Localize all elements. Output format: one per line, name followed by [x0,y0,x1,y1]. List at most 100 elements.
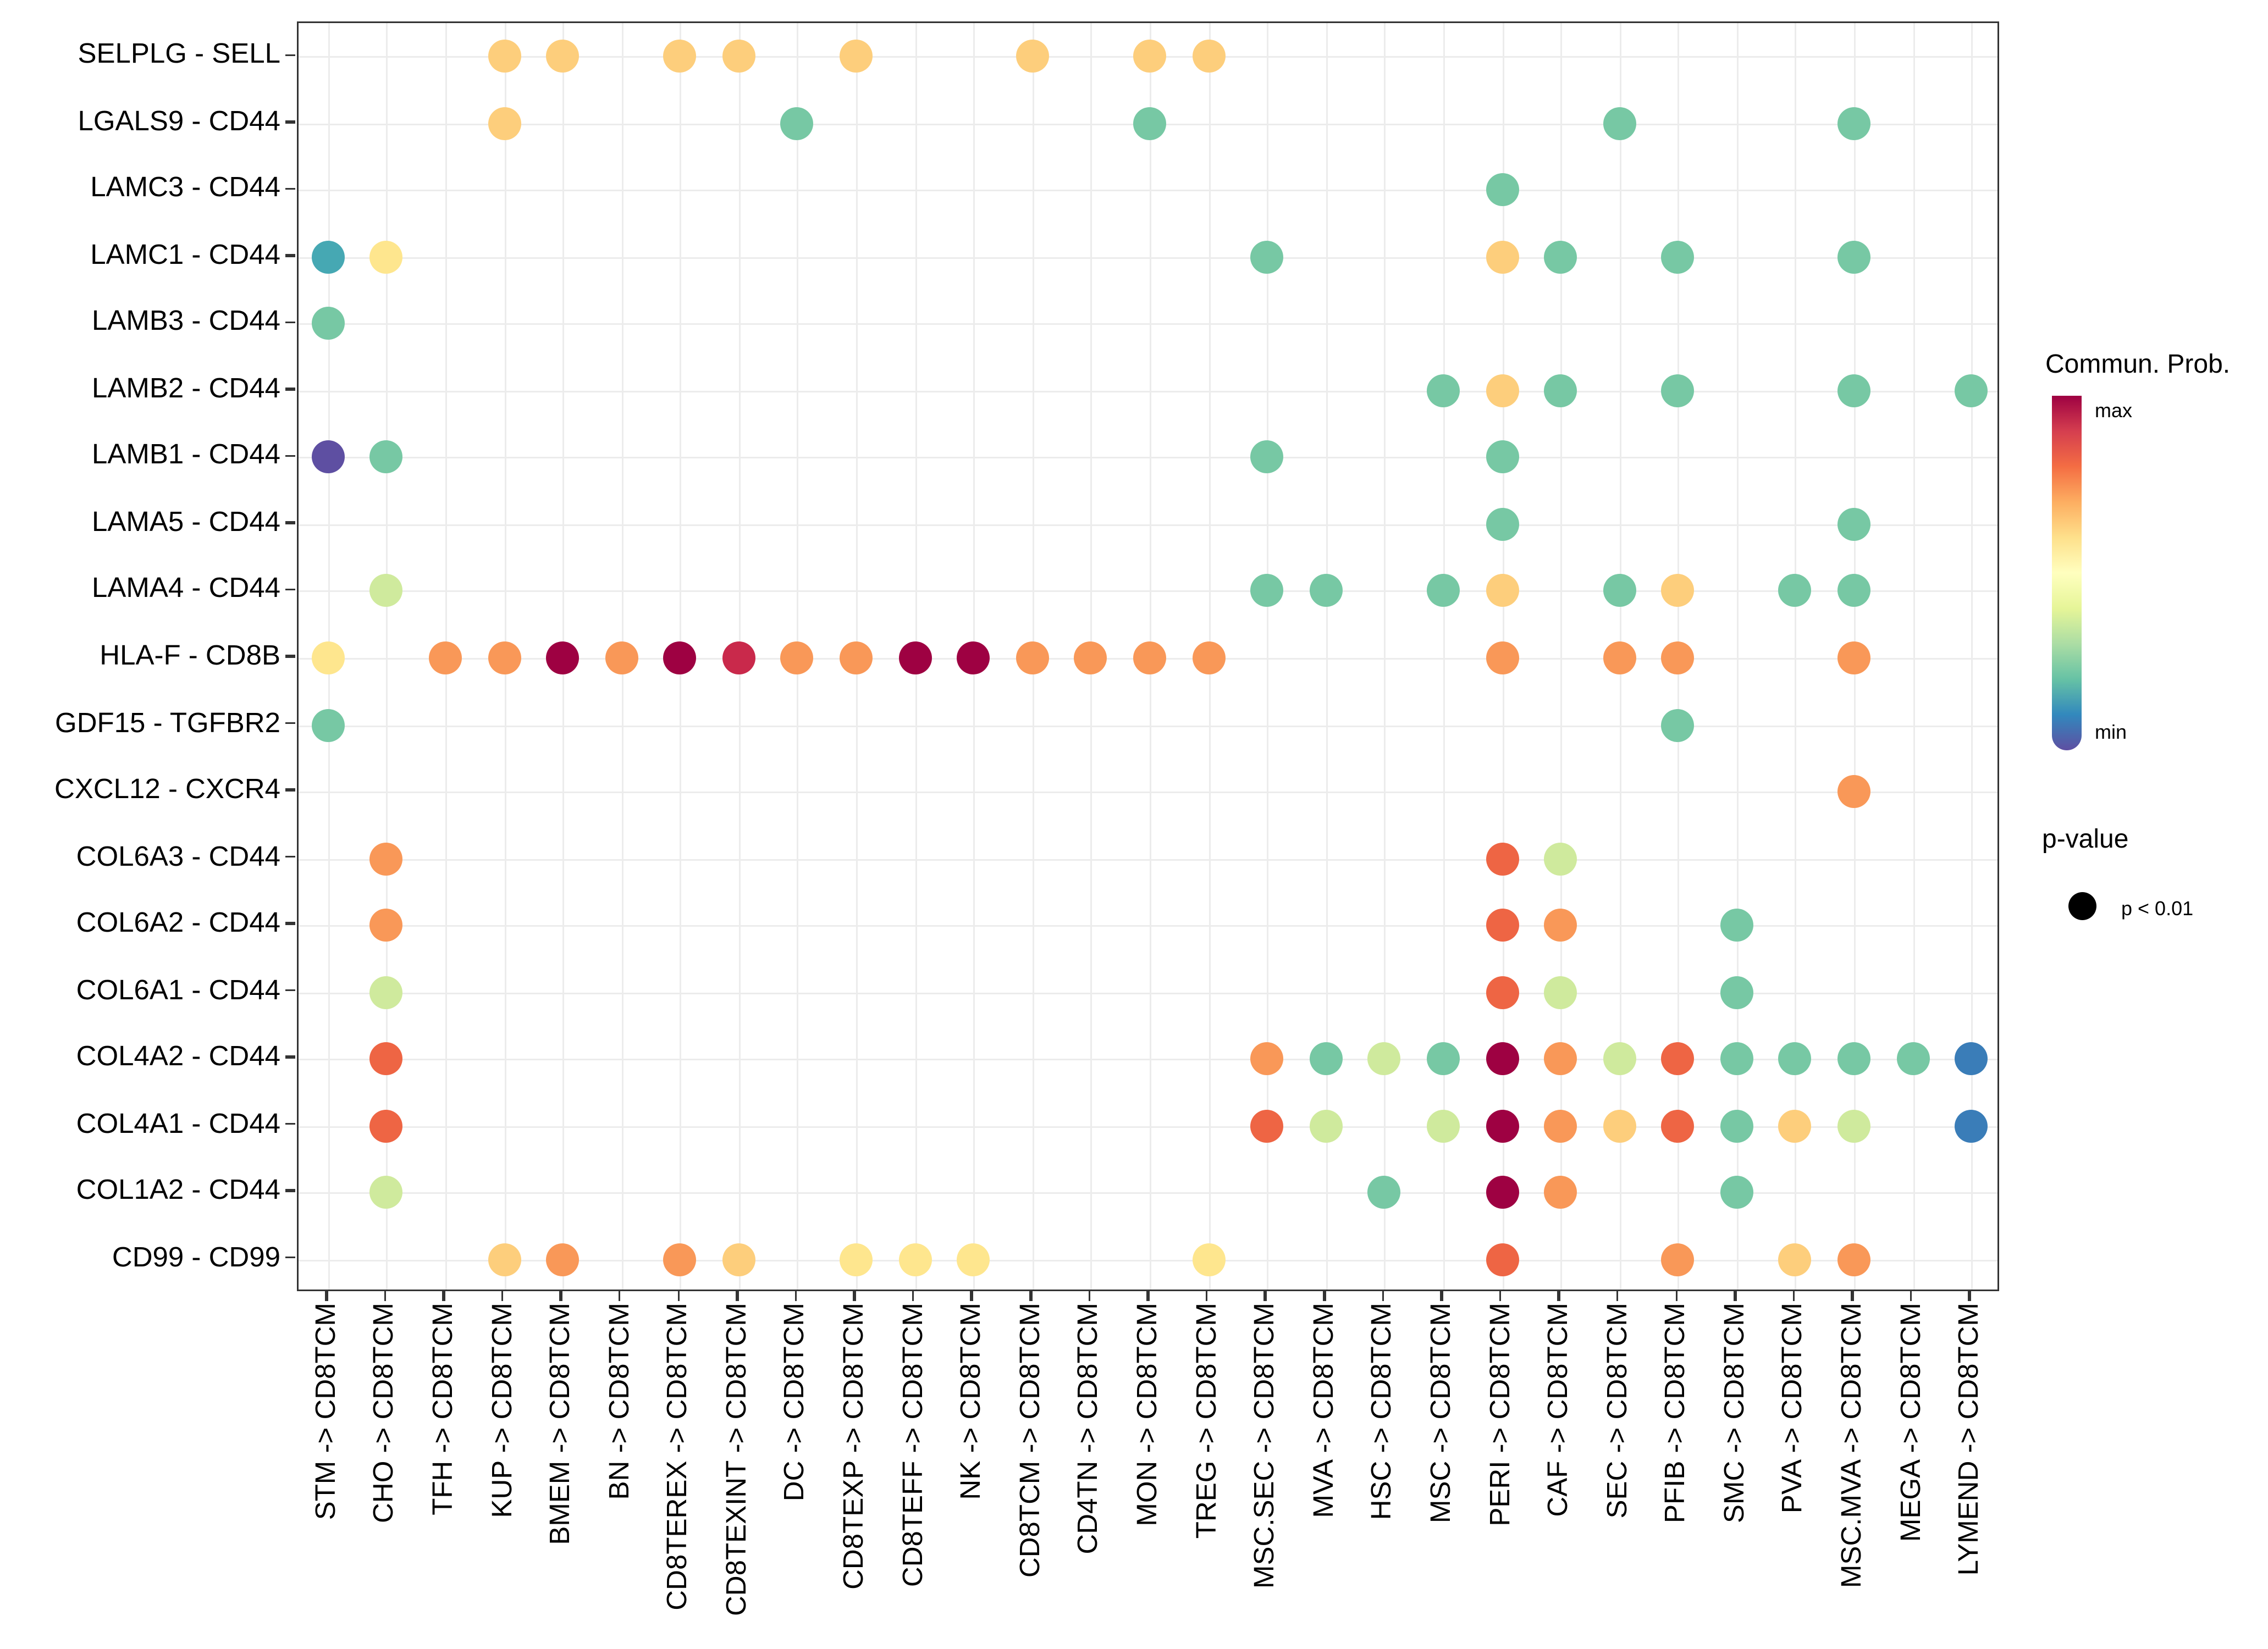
gridline-horizontal [299,457,1997,460]
x-axis-label: CD8TEFF -> CD8TCM [896,1303,928,1587]
dot-SELPLG-KUP [487,40,521,73]
dot-COL4A1-MSC.MVA [1837,1109,1871,1143]
dot-CD99-KUP [487,1243,521,1276]
x-axis-tick [1499,1291,1502,1301]
dot-COL4A1-MSC [1426,1109,1460,1143]
gridline-vertical [1267,23,1269,1290]
dot-COL6A3-CAF [1544,842,1577,875]
dot-CD99-PFIB [1661,1243,1695,1276]
dot-COL4A1-SEC [1603,1109,1636,1143]
x-axis-tick [853,1291,856,1301]
x-axis-label: TREG -> CD8TCM [1190,1303,1222,1539]
dot-CD99-CD8TEFF [898,1243,931,1276]
gridline-horizontal [299,992,1997,994]
dot-COL4A2-MEGA [1896,1042,1929,1076]
x-axis-label: PVA -> CD8TCM [1777,1303,1809,1514]
pvalue-dot [2068,892,2096,920]
x-axis-tick [501,1291,504,1301]
x-axis-tick [1968,1291,1971,1301]
y-axis-tick [285,454,295,457]
dot-COL6A2-CAF [1544,909,1577,942]
x-axis-tick [1616,1291,1619,1301]
dot-LAMC1-PFIB [1661,240,1695,274]
y-axis-tick [285,521,295,524]
y-axis-label: COL4A1 - CD44 [76,1108,280,1139]
y-axis-label: LAMA4 - CD44 [92,573,280,605]
dot-CD99-MSC.MVA [1837,1243,1871,1276]
dot-LAMA4-PERI [1485,574,1519,608]
dot-COL4A1-MSC.SEC [1250,1109,1284,1143]
x-axis-tick [1910,1291,1913,1301]
x-axis-tick [1323,1291,1326,1301]
y-axis-label: GDF15 - TGFBR2 [55,706,280,738]
dot-HLA-F-NK [957,641,990,674]
y-axis-tick [285,320,295,324]
x-axis-label: HSC -> CD8TCM [1366,1303,1398,1520]
dot-LAMC1-CAF [1544,240,1577,274]
dot-LAMC1-CHO [370,240,404,274]
y-axis-label: COL6A2 - CD44 [76,907,280,939]
dot-CD99-TREG [1191,1243,1225,1276]
x-axis-label: LYMEND -> CD8TCM [1953,1303,1985,1576]
gridline-vertical [1560,23,1563,1290]
x-axis-tick [1675,1291,1678,1301]
x-axis-tick [1088,1291,1091,1301]
dot-HLA-F-MON [1133,641,1166,674]
x-axis-tick [1029,1291,1032,1301]
plot-panel [297,21,1999,1291]
dot-LAMC1-STM [311,240,345,274]
dot-LGALS9-MSC.MVA [1837,107,1871,140]
dot-COL4A2-LYMEND [1955,1042,1988,1076]
dot-GDF15-PFIB [1661,708,1695,742]
dot-HLA-F-TREG [1191,641,1225,674]
dot-LAMC1-MSC.MVA [1837,240,1871,274]
dot-LAMB2-PFIB [1661,374,1695,407]
dot-COL6A1-SMC [1720,975,1753,1009]
gridline-horizontal [299,1192,1997,1194]
dot-LAMA5-PERI [1485,507,1519,541]
dot-HLA-F-BMEM [546,641,580,674]
y-axis-label: CD99 - CD99 [112,1241,280,1273]
x-axis-label: MSC -> CD8TCM [1425,1303,1456,1523]
gridline-horizontal [299,1059,1997,1061]
dot-HLA-F-CD8TCM [1016,641,1049,674]
y-axis-label: COL6A1 - CD44 [76,973,280,1005]
gridline-vertical [1736,23,1739,1290]
dot-LAMA5-MSC.MVA [1837,507,1871,541]
dot-LAMB2-LYMEND [1955,374,1988,407]
gridline-vertical [1971,23,1973,1290]
dot-COL4A2-CAF [1544,1042,1577,1076]
y-axis-tick [285,855,295,858]
dot-SELPLG-CD8TEXP [840,40,873,73]
dot-LGALS9-MON [1133,107,1166,140]
gridline-vertical [1795,23,1797,1290]
dot-HLA-F-PFIB [1661,641,1695,674]
dot-LAMA4-PVA [1779,574,1812,608]
dot-CD99-PERI [1485,1243,1519,1276]
gridline-horizontal [299,190,1997,192]
y-axis-tick [285,1122,295,1126]
dot-LAMB2-PERI [1485,374,1519,407]
dot-COL6A1-CHO [370,975,404,1009]
x-axis-tick [442,1291,445,1301]
x-axis-label: MSC.SEC -> CD8TCM [1249,1303,1281,1589]
dot-LAMA4-MSC.SEC [1250,574,1284,608]
x-axis-label: MON -> CD8TCM [1132,1303,1163,1526]
x-axis-tick [383,1291,387,1301]
x-axis-label: BN -> CD8TCM [603,1303,635,1500]
dot-LAMB3-STM [311,307,345,341]
x-axis-label: CD8TCM -> CD8TCM [1014,1303,1046,1578]
dot-COL1A2-CAF [1544,1176,1577,1209]
dot-LAMC1-MSC.SEC [1250,240,1284,274]
x-axis-tick [1440,1291,1443,1301]
dot-COL4A1-MVA [1309,1109,1343,1143]
dot-SELPLG-MON [1133,40,1166,73]
dot-LAMA4-PFIB [1661,574,1695,608]
gridline-horizontal [299,792,1997,794]
dot-COL6A3-CHO [370,842,404,875]
x-axis-tick [1381,1291,1384,1301]
x-axis-label: PERI -> CD8TCM [1483,1303,1515,1526]
dot-HLA-F-CD8TEXP [840,641,873,674]
x-axis-tick [970,1291,973,1301]
